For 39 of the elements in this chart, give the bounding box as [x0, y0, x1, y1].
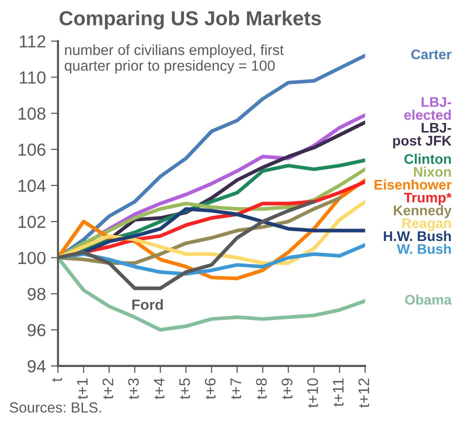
- x-tick-label: t: [52, 378, 62, 382]
- series-label: Eisenhower: [374, 179, 452, 190]
- y-tick-label: 108: [18, 107, 46, 120]
- x-tick-label: t+7: [230, 378, 242, 400]
- text: Carter: [411, 49, 452, 60]
- x-tick-label: t+12: [358, 378, 370, 408]
- chart-title: Comparing US Job Markets: [60, 10, 321, 30]
- text: Clinton: [404, 154, 451, 164]
- x-tick-label: t+1: [77, 378, 88, 400]
- x-tick-label: t+8: [256, 378, 267, 400]
- x-tick-label: t+2: [102, 378, 114, 400]
- x-tick-label: t+3: [128, 378, 139, 400]
- series-label: H.W. Bush: [384, 230, 451, 242]
- y-tick-label: 104: [18, 180, 46, 192]
- x-tick-label: t+5: [179, 378, 190, 400]
- y-tick-label: 110: [20, 71, 46, 84]
- y-tick-label: 94: [28, 360, 46, 372]
- x-tick-label: t+9: [282, 378, 292, 400]
- text: number of civilians employed, first quarter prior to presidency = 100: [64, 44, 284, 74]
- text: W. Bush: [396, 244, 451, 254]
- y-tick-label: 100: [18, 252, 46, 264]
- x-tick-label: t+4: [154, 378, 164, 400]
- text: LBJ-elected: [404, 97, 452, 120]
- y-tick-label: 112: [20, 35, 46, 48]
- series-label: Ford: [132, 299, 163, 310]
- text: Reagan: [402, 218, 451, 231]
- x-tick-label: t+11: [332, 378, 344, 407]
- y-tick-label: 98: [28, 288, 46, 300]
- x-tick-label: t+10: [307, 378, 318, 408]
- y-tick-label: 96: [28, 324, 46, 336]
- text: Nixon: [414, 166, 451, 177]
- x-tick-label: t+6: [204, 378, 216, 400]
- text: Kennedy: [394, 205, 452, 218]
- text: Trump*: [404, 192, 452, 206]
- text: LBJ-post JFK: [393, 122, 452, 148]
- y-tick-label: 106: [18, 144, 46, 156]
- source-note: Sources: BLS.: [10, 402, 101, 413]
- y-tick-label: 102: [18, 216, 46, 228]
- text: Obama: [405, 294, 452, 305]
